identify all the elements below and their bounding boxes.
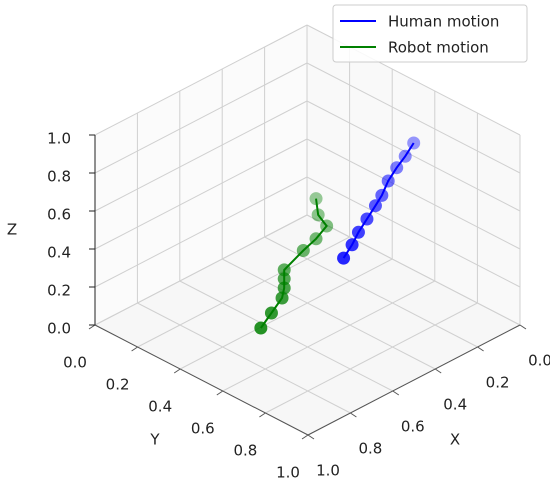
grid-line	[306, 62, 521, 174]
y-tick-label: 1.0	[276, 464, 300, 482]
y-tick	[173, 368, 181, 374]
z-tick-label: 1.0	[47, 130, 71, 148]
x-tick	[350, 412, 357, 418]
x-tick-label: 0.0	[528, 352, 550, 370]
y-axis-label: Y	[149, 431, 160, 449]
grid-line	[306, 214, 521, 326]
data-point	[311, 208, 325, 222]
y-tick	[259, 412, 266, 418]
data-point	[277, 263, 291, 277]
z-tick-label: 0.8	[47, 168, 71, 186]
x-tick	[307, 434, 315, 440]
y-tick	[131, 346, 138, 352]
legend-label: Robot motion	[388, 39, 489, 57]
x-tick	[477, 346, 484, 352]
z-axis-label: Z	[7, 221, 17, 239]
y-tick	[216, 390, 224, 396]
data-point	[360, 212, 374, 226]
data-point	[277, 281, 291, 295]
data-point	[320, 219, 334, 233]
data-point	[390, 161, 404, 175]
data-point	[368, 199, 382, 213]
data-point	[296, 244, 310, 257]
grid-line	[179, 258, 393, 370]
grid-line	[306, 138, 521, 250]
y-tick	[301, 434, 309, 440]
x-tick-label: 0.4	[443, 396, 467, 414]
grid-line	[137, 302, 351, 414]
data-point	[254, 321, 268, 335]
grid-line	[179, 280, 394, 392]
z-tick-label: 0.0	[47, 320, 71, 338]
data-point	[398, 149, 412, 163]
grid-line	[222, 280, 436, 392]
data-point	[345, 238, 359, 252]
data-point	[309, 232, 323, 246]
legend-label: Human motion	[388, 13, 499, 31]
y-tick-label: 0.2	[106, 376, 130, 394]
grid-line	[306, 176, 521, 288]
data-point	[375, 188, 389, 202]
wall-pane	[307, 25, 520, 325]
y-axis-line	[94, 324, 309, 436]
data-point	[275, 291, 289, 305]
x-tick	[434, 368, 442, 374]
y-tick-label: 0.4	[148, 398, 172, 416]
data-point	[264, 306, 278, 320]
data-point	[381, 174, 395, 188]
y-tick-label: 0.6	[191, 420, 215, 438]
x-tick-label: 1.0	[316, 462, 340, 480]
grid-line	[94, 62, 308, 174]
y-tick	[88, 324, 96, 330]
grid-line	[94, 24, 308, 136]
x-axis-line	[307, 324, 521, 436]
x-tick-label: 0.8	[358, 440, 382, 458]
grid-line	[94, 100, 308, 212]
y-tick-label: 0.8	[233, 442, 257, 460]
z-tick-label: 0.6	[47, 206, 71, 224]
x-tick-label: 0.6	[401, 418, 425, 436]
data-point	[407, 136, 421, 150]
legend-box	[332, 4, 528, 63]
x-tick-label: 0.2	[486, 374, 510, 392]
grid-line	[137, 236, 350, 348]
data-point	[351, 225, 365, 239]
wall-pane	[95, 25, 307, 325]
data-point	[337, 251, 351, 265]
data-point	[277, 272, 291, 286]
z-tick-label: 0.2	[47, 282, 71, 300]
grid-line	[265, 302, 478, 414]
grid-line	[94, 138, 308, 250]
z-tick-label: 0.4	[47, 244, 71, 262]
grid-line	[94, 214, 308, 326]
y-tick-label: 0.0	[63, 354, 87, 372]
grid-line	[94, 176, 308, 288]
grid-line	[221, 258, 436, 370]
data-point	[309, 192, 323, 206]
x-tick	[519, 324, 527, 330]
grid-line	[306, 100, 521, 212]
x-tick	[392, 390, 400, 396]
x-axis-label: X	[450, 431, 460, 449]
